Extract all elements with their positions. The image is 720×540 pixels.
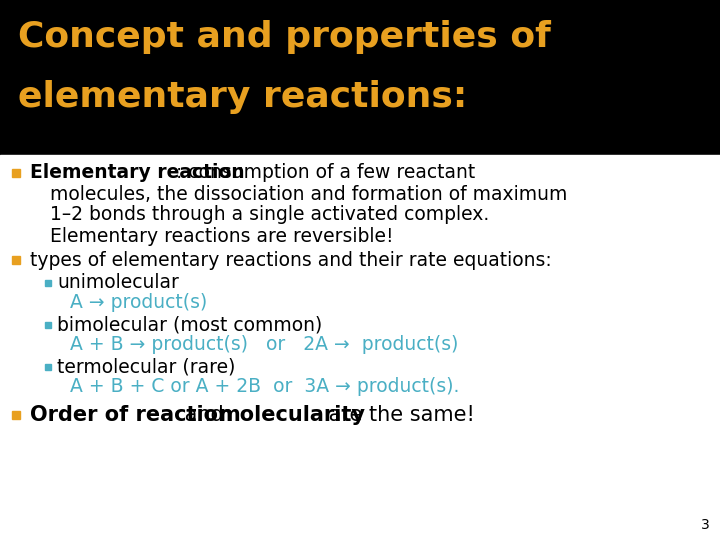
Bar [12,411,20,419]
Text: and: and [178,405,230,425]
Bar [0,0,720,155]
Text: Elementary reactions are reversible!: Elementary reactions are reversible! [50,226,394,246]
Bar [45,322,51,328]
Text: unimolecular: unimolecular [57,273,179,293]
Text: 3: 3 [701,518,710,532]
Text: bimolecular (most common): bimolecular (most common) [57,315,323,334]
Text: Concept and properties of: Concept and properties of [18,20,551,54]
Text: are the same!: are the same! [323,405,475,425]
Text: elementary reactions:: elementary reactions: [18,80,467,114]
Text: : consumption of a few reactant: : consumption of a few reactant [176,164,475,183]
Bar [45,364,51,370]
Text: Elementary reaction: Elementary reaction [30,164,245,183]
Text: Order of reaction: Order of reaction [30,405,233,425]
Text: A + B + C or A + 2B  or  3A → product(s).: A + B + C or A + 2B or 3A → product(s). [70,376,459,395]
Text: molecules, the dissociation and formation of maximum: molecules, the dissociation and formatio… [50,185,567,204]
Bar [12,169,20,177]
Text: A → product(s): A → product(s) [70,293,207,312]
Text: A + B → product(s)   or   2A →  product(s): A + B → product(s) or 2A → product(s) [70,334,459,354]
Text: 1–2 bonds through a single activated complex.: 1–2 bonds through a single activated com… [50,206,490,225]
Text: termolecular (rare): termolecular (rare) [57,357,235,376]
Bar [45,280,51,286]
Text: molecularity: molecularity [218,405,365,425]
Bar [0,155,720,540]
Bar [12,256,20,264]
Text: types of elementary reactions and their rate equations:: types of elementary reactions and their … [30,251,552,269]
